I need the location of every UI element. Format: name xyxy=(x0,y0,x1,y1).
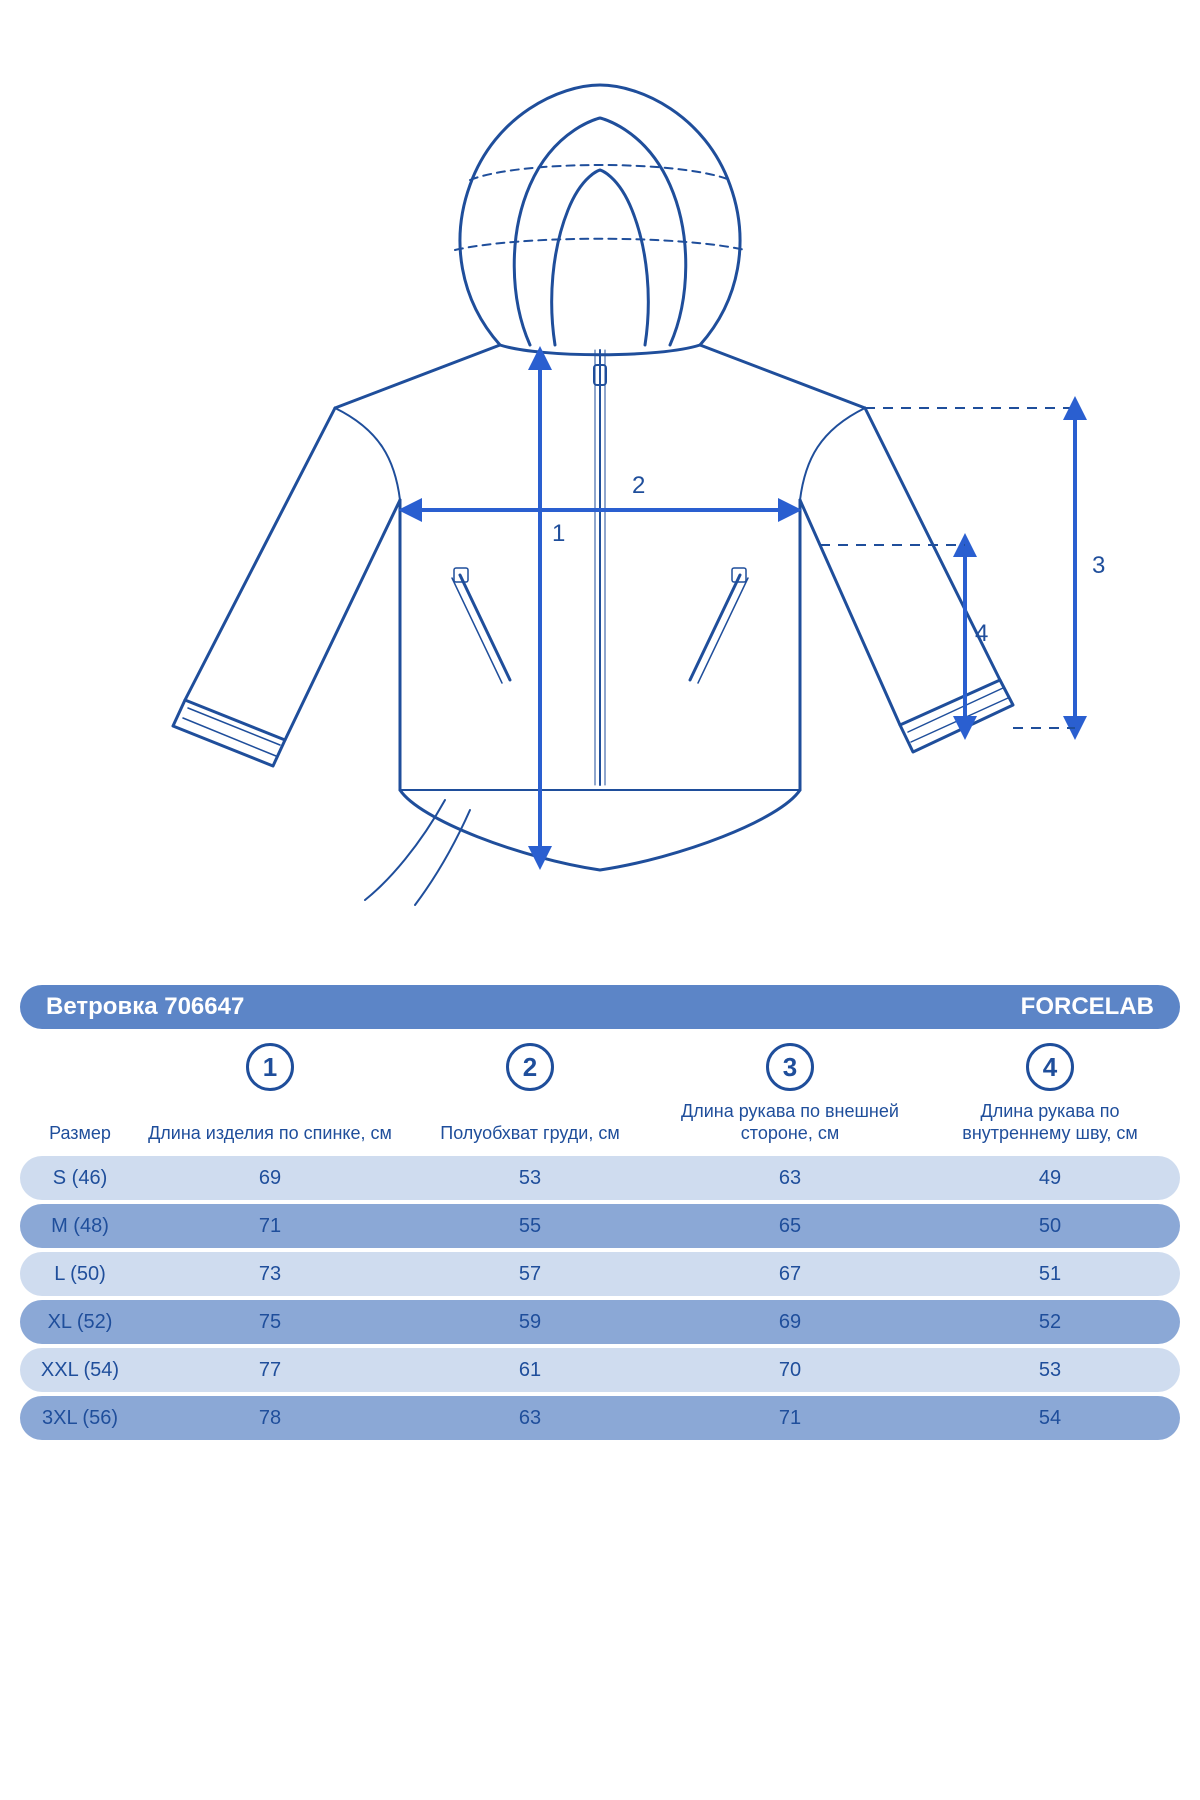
cell-value: 77 xyxy=(140,1359,400,1382)
brand-label: FORCELAB xyxy=(1021,993,1154,1021)
table-row: 3XL (56)78637154 xyxy=(20,1396,1180,1440)
cell-value: 52 xyxy=(920,1311,1180,1334)
col-marker-3: 3 xyxy=(766,1043,814,1091)
cell-value: 55 xyxy=(400,1215,660,1238)
table-row: M (48)71556550 xyxy=(20,1204,1180,1248)
cell-size: M (48) xyxy=(20,1215,140,1238)
title-bar: Ветровка 706647 FORCELAB xyxy=(20,985,1180,1029)
cell-size: S (46) xyxy=(20,1167,140,1190)
dim-label-3: 3 xyxy=(1092,552,1105,580)
table-row: L (50)73576751 xyxy=(20,1252,1180,1296)
cell-value: 57 xyxy=(400,1263,660,1286)
cell-value: 78 xyxy=(140,1407,400,1430)
cell-value: 63 xyxy=(660,1167,920,1190)
cell-size: XXL (54) xyxy=(20,1359,140,1382)
product-title: Ветровка 706647 xyxy=(46,993,244,1021)
cell-value: 53 xyxy=(920,1359,1180,1382)
cell-value: 71 xyxy=(660,1407,920,1430)
header-col-2: Полуобхват груди, см xyxy=(400,1117,660,1151)
header-col-1: Длина изделия по спинке, см xyxy=(140,1117,400,1151)
col-marker-2: 2 xyxy=(506,1043,554,1091)
column-markers-row: 1 2 3 4 xyxy=(20,1043,1180,1091)
cell-value: 63 xyxy=(400,1407,660,1430)
table-body: S (46)69536349M (48)71556550L (50)735767… xyxy=(0,1156,1200,1440)
dim-label-1: 1 xyxy=(552,520,565,548)
cell-value: 59 xyxy=(400,1311,660,1334)
cell-value: 65 xyxy=(660,1215,920,1238)
cell-value: 50 xyxy=(920,1215,1180,1238)
cell-value: 67 xyxy=(660,1263,920,1286)
cell-value: 61 xyxy=(400,1359,660,1382)
dim-label-4: 4 xyxy=(975,620,988,648)
header-size: Размер xyxy=(20,1117,140,1150)
dim-label-2: 2 xyxy=(632,472,645,500)
jacket-diagram: 1 2 3 4 xyxy=(0,0,1200,985)
table-row: XL (52)75596952 xyxy=(20,1300,1180,1344)
cell-size: L (50) xyxy=(20,1263,140,1286)
header-col-4: Длина рукава по внутреннему шву, см xyxy=(920,1095,1180,1150)
cell-size: XL (52) xyxy=(20,1311,140,1334)
cell-value: 51 xyxy=(920,1263,1180,1286)
col-marker-4: 4 xyxy=(1026,1043,1074,1091)
table-row: XXL (54)77617053 xyxy=(20,1348,1180,1392)
cell-value: 69 xyxy=(660,1311,920,1334)
cell-value: 69 xyxy=(140,1167,400,1190)
col-marker-1: 1 xyxy=(246,1043,294,1091)
size-chart-page: 1 2 3 4 Ветровка 706647 FORCELAB 1 2 3 4… xyxy=(0,0,1200,1800)
cell-value: 54 xyxy=(920,1407,1180,1430)
table-row: S (46)69536349 xyxy=(20,1156,1180,1200)
cell-value: 73 xyxy=(140,1263,400,1286)
cell-value: 75 xyxy=(140,1311,400,1334)
header-col-3: Длина рукава по внешней стороне, см xyxy=(660,1095,920,1150)
jacket-svg xyxy=(0,0,1200,985)
cell-value: 70 xyxy=(660,1359,920,1382)
size-table: Ветровка 706647 FORCELAB 1 2 3 4 Размер … xyxy=(0,985,1200,1440)
cell-size: 3XL (56) xyxy=(20,1407,140,1430)
cell-value: 49 xyxy=(920,1167,1180,1190)
cell-value: 71 xyxy=(140,1215,400,1238)
table-header-row: Размер Длина изделия по спинке, см Полуо… xyxy=(20,1095,1180,1150)
cell-value: 53 xyxy=(400,1167,660,1190)
